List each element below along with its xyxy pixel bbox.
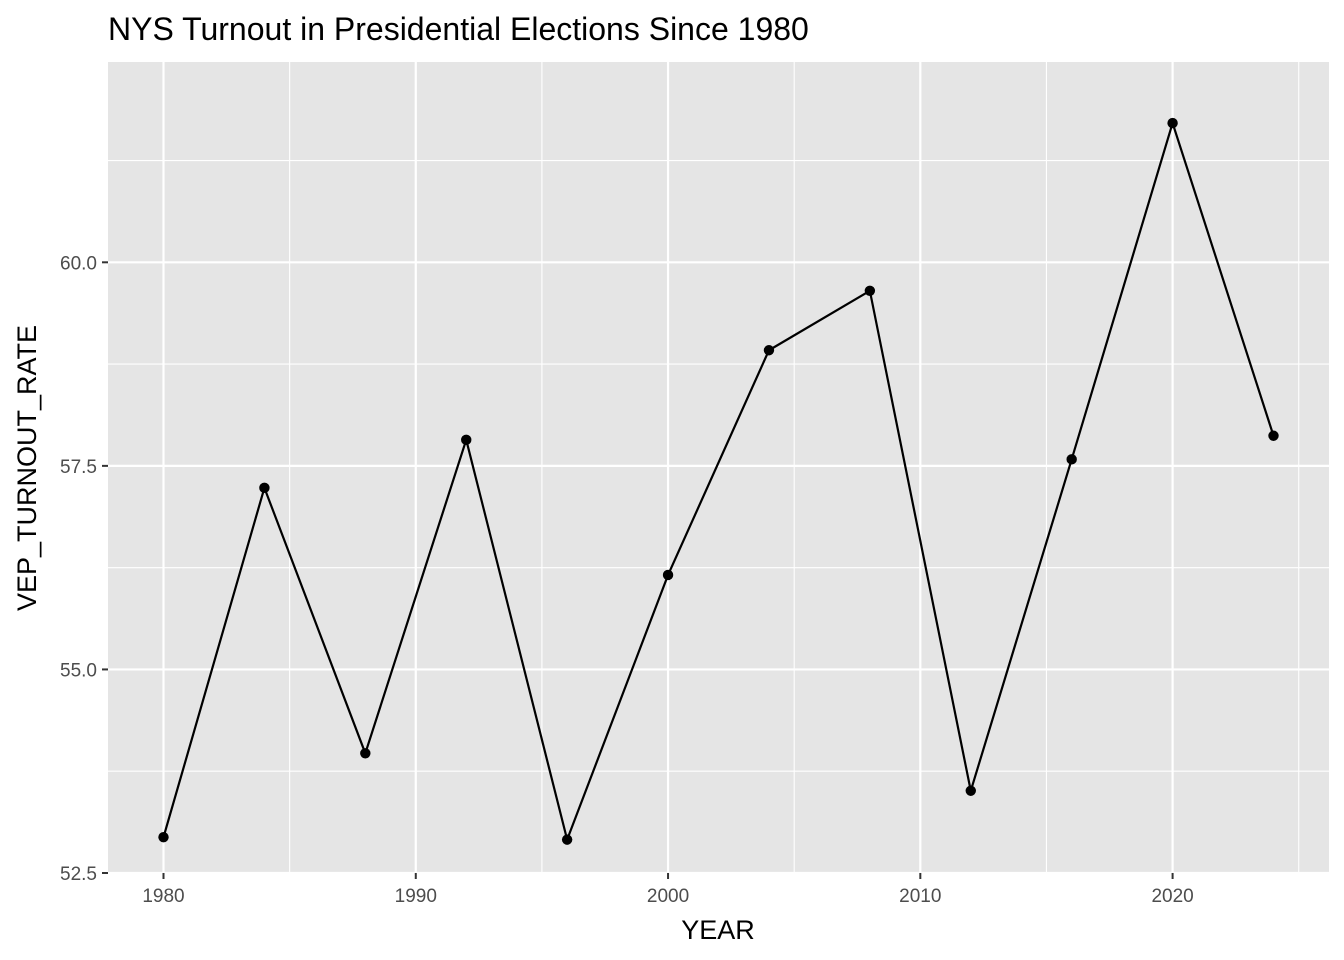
y-tick-label: 60.0 bbox=[60, 253, 97, 274]
data-point bbox=[461, 434, 472, 446]
data-point bbox=[662, 569, 674, 581]
x-tick-label: 2000 bbox=[647, 886, 689, 907]
x-tick-label: 1990 bbox=[395, 886, 437, 907]
data-point bbox=[1066, 454, 1077, 465]
y-tick-label: 55.0 bbox=[60, 660, 97, 681]
plot-panel bbox=[108, 62, 1329, 873]
data-point bbox=[259, 482, 270, 494]
y-axis: 52.5 55.0 57.5 60.0 bbox=[60, 253, 108, 885]
x-axis-label: YEAR bbox=[681, 915, 755, 945]
series-layer bbox=[158, 117, 1279, 845]
y-axis-label: VEP_TURNOUT_RATE bbox=[12, 325, 42, 611]
grid-minor-lines bbox=[108, 62, 1329, 873]
grid-major-lines bbox=[108, 62, 1329, 875]
y-tick-label: 52.5 bbox=[60, 864, 97, 885]
data-point bbox=[864, 285, 876, 297]
x-tick-label: 2010 bbox=[899, 886, 941, 907]
chart-title: NYS Turnout in Presidential Elections Si… bbox=[108, 11, 809, 47]
y-tick-label: 57.5 bbox=[60, 457, 97, 478]
data-point bbox=[1268, 430, 1279, 441]
data-point bbox=[965, 785, 976, 796]
data-point bbox=[158, 831, 169, 843]
data-point bbox=[763, 345, 775, 356]
series-line bbox=[162, 121, 1275, 841]
data-point bbox=[1167, 117, 1178, 129]
x-tick-label: 1980 bbox=[142, 886, 184, 907]
data-point bbox=[561, 834, 573, 845]
x-tick-label: 2020 bbox=[1151, 886, 1193, 907]
x-axis: 1980 1990 2000 2010 2020 bbox=[142, 873, 1194, 907]
data-point bbox=[360, 748, 371, 759]
